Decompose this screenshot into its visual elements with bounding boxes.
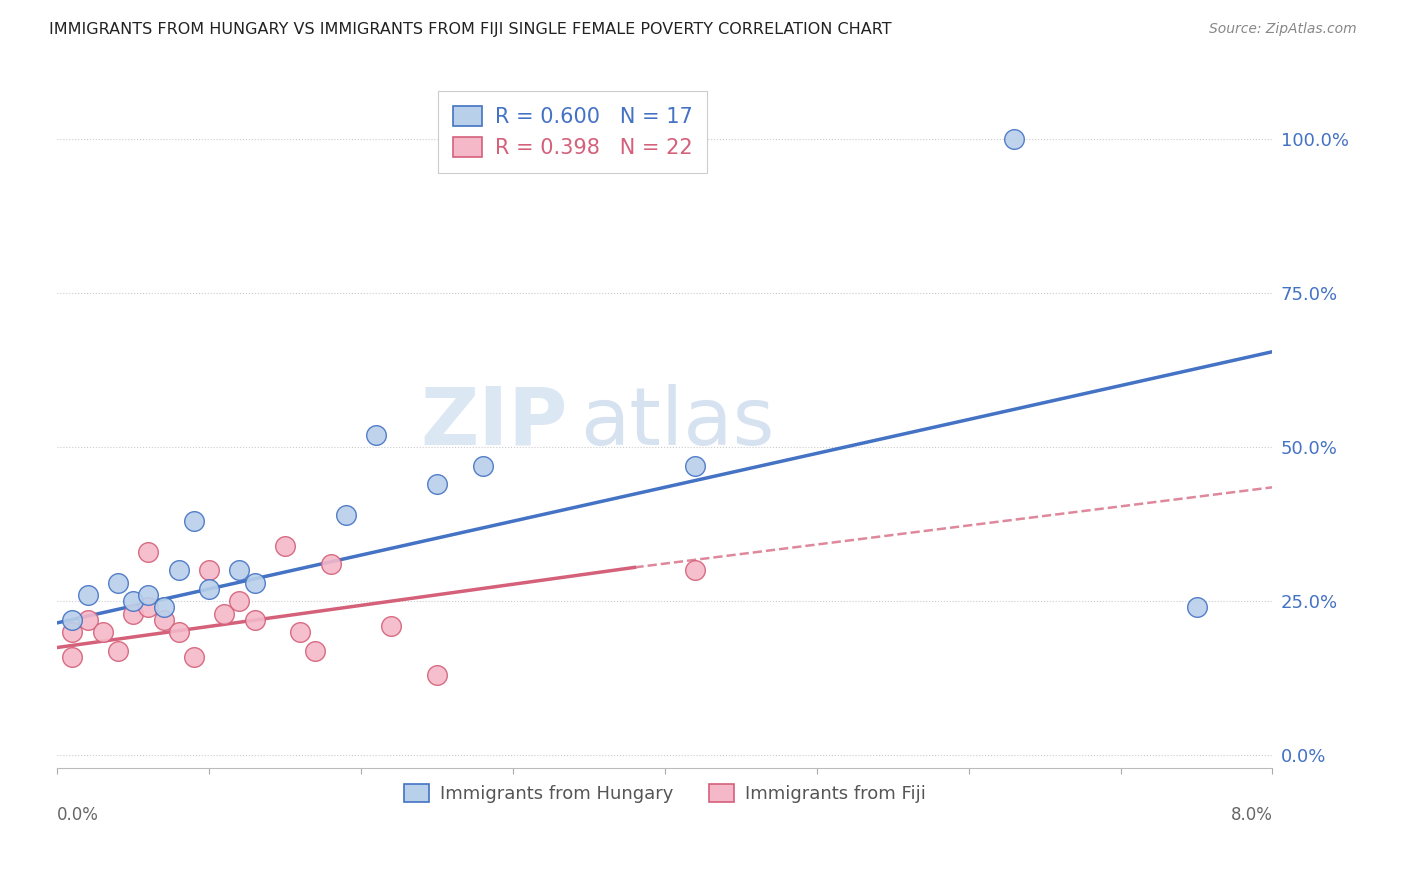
Text: IMMIGRANTS FROM HUNGARY VS IMMIGRANTS FROM FIJI SINGLE FEMALE POVERTY CORRELATIO: IMMIGRANTS FROM HUNGARY VS IMMIGRANTS FR… (49, 22, 891, 37)
Point (228, 594, 250, 608)
Point (183, 649, 205, 664)
Point (319, 558, 342, 572)
Text: Source: ZipAtlas.com: Source: ZipAtlas.com (1209, 22, 1357, 37)
Point (136, 545, 159, 559)
Point (243, 575, 266, 590)
Point (152, 613, 174, 627)
Point (60, 649, 83, 664)
Point (136, 588, 159, 602)
Point (214, 607, 236, 621)
Point (167, 625, 190, 640)
Text: ZIP: ZIP (420, 384, 568, 461)
Text: atlas: atlas (579, 384, 775, 461)
Point (91, 625, 114, 640)
Point (426, 477, 449, 491)
Legend: Immigrants from Hungary, Immigrants from Fiji: Immigrants from Hungary, Immigrants from… (396, 777, 934, 811)
Point (198, 582, 221, 596)
Point (1002, 132, 1025, 146)
Point (683, 564, 706, 578)
Point (167, 564, 190, 578)
Point (683, 458, 706, 473)
Point (136, 600, 159, 615)
Point (122, 607, 145, 621)
Point (107, 643, 129, 657)
Point (471, 458, 494, 473)
Point (290, 625, 312, 640)
Point (60, 625, 83, 640)
Point (76, 588, 98, 602)
Point (60, 613, 83, 627)
Point (304, 643, 326, 657)
Text: 8.0%: 8.0% (1230, 805, 1272, 823)
Point (1185, 600, 1208, 615)
Point (380, 619, 402, 633)
Point (198, 564, 221, 578)
Point (152, 600, 174, 615)
Point (183, 514, 205, 528)
Point (243, 613, 266, 627)
Point (76, 613, 98, 627)
Point (426, 668, 449, 682)
Point (122, 594, 145, 608)
Text: 0.0%: 0.0% (58, 805, 98, 823)
Point (228, 564, 250, 578)
Point (107, 575, 129, 590)
Point (335, 508, 357, 522)
Point (274, 539, 297, 553)
Point (366, 428, 388, 442)
